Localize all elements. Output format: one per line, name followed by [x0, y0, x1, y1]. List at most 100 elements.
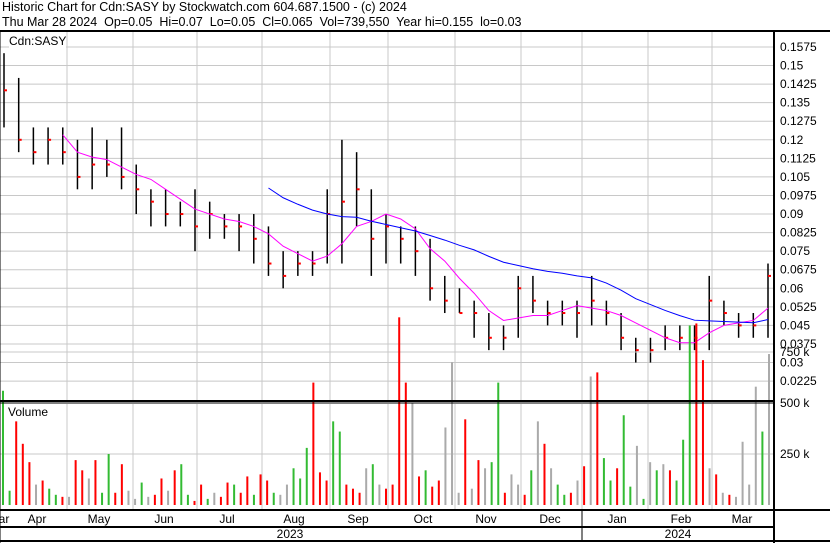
volume-bar: [748, 484, 751, 505]
month-label: Feb: [671, 512, 692, 526]
month-label: Apr: [28, 512, 47, 526]
volume-bar: [418, 476, 421, 505]
volume-bar: [134, 498, 137, 505]
volume-bar: [602, 458, 605, 505]
volume-bar: [54, 494, 57, 505]
volume-bar: [74, 460, 77, 505]
volume-bar: [523, 494, 526, 505]
volume-bar: [358, 492, 361, 505]
volume-bar: [609, 480, 612, 505]
quote-summary: Thu Mar 28 2024 Op=0.05 Hi=0.07 Lo=0.05 …: [2, 15, 522, 29]
volume-bar: [206, 498, 209, 505]
price-tick-label: 0.1125: [780, 151, 816, 165]
volume-bar: [701, 360, 704, 505]
volume-bar: [87, 478, 90, 505]
volume-bar: [107, 454, 110, 505]
volume-bar: [312, 382, 315, 505]
volume-bar: [642, 498, 645, 505]
volume-bar: [576, 480, 579, 505]
price-tick-label: 0.045: [780, 318, 810, 332]
volume-bar: [550, 468, 553, 505]
volume-bar: [318, 472, 321, 505]
volume-bar: [299, 478, 302, 505]
volume-bar: [391, 484, 394, 505]
moving-average-long: [268, 187, 769, 324]
year-label: 2024: [665, 527, 692, 541]
volume-bar: [675, 480, 678, 505]
price-tick-label: 0.105: [780, 170, 810, 184]
volume-bar: [444, 427, 447, 505]
volume-bar: [213, 492, 216, 505]
price-panel-label: Cdn:SASY: [9, 34, 67, 48]
year-label: 2023: [277, 527, 304, 541]
volume-bar: [35, 484, 38, 505]
volume-bar: [279, 494, 282, 505]
volume-bar: [583, 466, 586, 505]
volume-bar: [589, 376, 592, 505]
month-label: Jan: [607, 512, 626, 526]
volume-bar: [292, 468, 295, 505]
volume-tick-label: 500 k: [780, 396, 810, 410]
volume-bar: [734, 496, 737, 505]
volume-bar: [68, 496, 71, 505]
volume-bar: [127, 490, 130, 505]
volume-bar: [741, 441, 744, 505]
price-tick-label: 0.0225: [780, 374, 817, 388]
volume-bar: [180, 464, 183, 505]
volume-bar: [655, 470, 658, 505]
volume-bar: [305, 447, 308, 505]
month-label: ar: [0, 512, 9, 526]
volume-bar: [490, 462, 493, 505]
price-tick-label: 0.1275: [780, 114, 817, 128]
volume-bar: [563, 494, 566, 505]
volume-bar: [517, 484, 520, 505]
price-tick-label: 0.0525: [780, 300, 817, 314]
volume-bar: [569, 492, 572, 505]
price-tick-label: 0.03: [780, 356, 804, 370]
volume-bar: [424, 470, 427, 505]
volume-bar: [160, 478, 163, 505]
volume-bar: [153, 494, 156, 505]
volume-bar: [351, 488, 354, 505]
volume-bar: [365, 468, 368, 505]
volume-bar: [246, 476, 249, 505]
volume-bar: [15, 421, 18, 505]
month-label: Oct: [414, 512, 433, 526]
volume-bar: [635, 445, 638, 505]
volume-bar: [404, 382, 407, 505]
volume-bar: [371, 464, 374, 505]
chart-title: Historic Chart for Cdn:SASY by Stockwatc…: [2, 0, 407, 14]
volume-bar: [186, 494, 189, 505]
volume-bar: [167, 490, 170, 505]
price-tick-label: 0.06: [780, 281, 804, 295]
volume-bar: [239, 492, 242, 505]
volume-bar: [94, 460, 97, 505]
volume-bar: [629, 486, 632, 505]
volume-bar: [688, 325, 691, 505]
moving-average-short: [62, 134, 769, 344]
volume-bar: [510, 474, 513, 505]
month-label: Aug: [283, 512, 304, 526]
volume-bar: [61, 496, 64, 505]
volume-bar: [226, 482, 229, 505]
volume-bar: [484, 468, 487, 505]
volume-bar: [649, 462, 652, 505]
volume-bar: [708, 468, 711, 505]
volume-bar: [114, 492, 117, 505]
volume-bar: [503, 492, 506, 505]
volume-bar: [21, 443, 24, 505]
volume-bar: [470, 488, 473, 505]
price-tick-label: 0.0675: [780, 263, 817, 277]
volume-bar: [2, 390, 4, 505]
volume-bar: [193, 500, 196, 505]
volume-bar: [668, 470, 671, 505]
volume-bar: [28, 462, 31, 505]
volume-bar: [715, 474, 718, 505]
volume-bar: [147, 496, 150, 505]
volume-bar: [457, 492, 460, 505]
month-label: Jul: [219, 512, 234, 526]
price-tick-label: 0.09: [780, 207, 804, 221]
price-tick-label: 0.1425: [780, 77, 817, 91]
volume-bar: [721, 492, 724, 505]
